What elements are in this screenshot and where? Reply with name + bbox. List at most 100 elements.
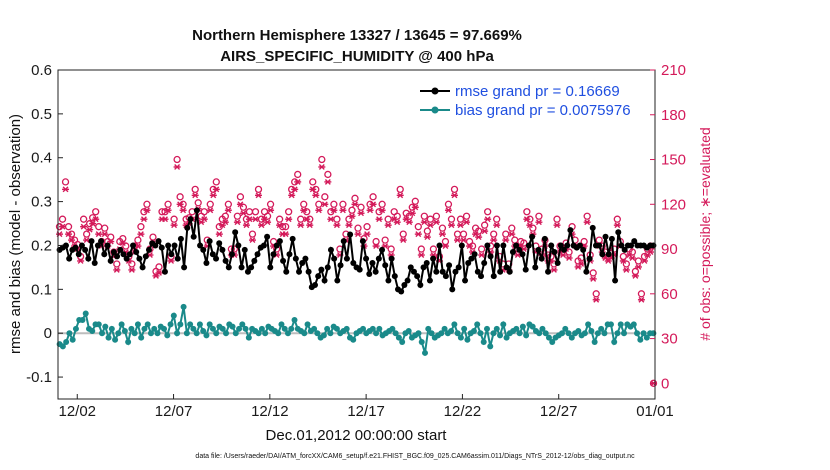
evaluated-obs-marker [164, 207, 172, 214]
possible-obs-marker [450, 185, 459, 194]
rmse-point [235, 242, 242, 249]
bias-point [223, 330, 230, 337]
possible-obs-marker [134, 236, 142, 244]
possible-obs-marker [339, 200, 347, 208]
bias-point [474, 321, 481, 328]
possible-obs-marker [107, 233, 115, 241]
bias-point [183, 330, 190, 337]
evaluated-star-d2 [472, 231, 479, 238]
possible-obs-marker [589, 269, 597, 277]
possible-obs-marker [417, 245, 425, 253]
possible-obs-marker [173, 155, 181, 164]
possible-obs-marker [236, 193, 245, 201]
evaluated-star-d2 [442, 243, 449, 250]
possible-obs-marker [640, 252, 649, 261]
bias-point [187, 321, 194, 328]
evaluated-obs-marker [318, 164, 326, 170]
x-tick-label: 12/27 [540, 403, 578, 420]
rmse-point [270, 251, 277, 258]
bias-point [232, 330, 239, 337]
bias-point [255, 330, 262, 337]
possible-obs-marker [414, 223, 422, 231]
possible-obs-marker [164, 200, 172, 208]
evaluated-obs-marker [221, 219, 229, 226]
evaluated-obs-marker [119, 240, 127, 247]
bias-point [190, 325, 197, 332]
x-axis-label: Dec.01,2012 00:00:00 start [266, 427, 448, 444]
evaluated-star-d2 [475, 234, 482, 241]
bias-point [82, 310, 89, 317]
bias-point [304, 321, 311, 328]
rmse-point [197, 242, 204, 249]
rmse-point [126, 251, 133, 258]
rmse-point [305, 268, 312, 275]
rmse-point [311, 281, 318, 288]
bias-point [138, 334, 145, 341]
evaluated-obs-marker [233, 219, 241, 226]
evaluated-star-d2 [285, 216, 292, 223]
bias-point [630, 321, 637, 328]
bias-point [131, 330, 138, 337]
evaluated-obs-marker [628, 255, 636, 261]
evaluated-obs-marker [267, 207, 275, 214]
evaluated-obs-marker [577, 261, 585, 267]
evaluated-obs-marker [393, 219, 401, 226]
bias-point [193, 330, 200, 337]
evaluated-star-d2 [306, 222, 313, 229]
bias-point [200, 328, 207, 335]
bias-point [239, 321, 246, 328]
evaluated-obs-marker [212, 186, 220, 193]
possible-obs-marker [119, 234, 127, 243]
rmse-point [187, 216, 194, 223]
evaluated-obs-marker [354, 231, 362, 238]
bias-point [598, 325, 605, 332]
evaluated-obs-marker [167, 258, 175, 264]
evaluated-obs-marker [251, 216, 259, 223]
possible-obs-marker [233, 212, 242, 220]
legend-bias-label: bias grand pr = 0.0075976 [455, 102, 631, 119]
bias-point [115, 330, 122, 337]
evaluated-star-d2 [137, 231, 144, 238]
evaluated-obs-marker [441, 243, 449, 250]
rmse-point [98, 238, 105, 245]
rmse-point [414, 273, 421, 280]
possible-obs-marker [176, 193, 184, 201]
evaluated-star-d2 [439, 231, 446, 238]
evaluated-obs-marker [95, 231, 103, 238]
rmse-point [110, 249, 117, 256]
bias-point [399, 338, 406, 345]
evaluated-obs-marker [315, 207, 323, 214]
bias-point [79, 317, 86, 324]
evaluated-star-d2 [192, 192, 199, 199]
rmse-point [161, 268, 168, 275]
bias-point [519, 323, 526, 330]
rmse-point [337, 262, 344, 269]
bias-point [640, 330, 647, 337]
rmse-point [471, 251, 478, 258]
rmse-point [232, 229, 239, 236]
evaluated-obs-marker [170, 222, 178, 229]
rmse-point [551, 249, 558, 256]
rmse-point [114, 253, 121, 260]
x-tick-label: 12/07 [155, 403, 193, 420]
y2-tick-label: 150 [661, 152, 686, 169]
rmse-point [171, 242, 178, 249]
evaluated-obs-marker [89, 220, 97, 227]
rmse-point [525, 242, 532, 249]
evaluated-obs-marker [297, 222, 305, 229]
bias-point [275, 330, 282, 337]
possible-obs-marker [375, 208, 383, 216]
evaluated-obs-marker [312, 192, 320, 199]
possible-obs-marker [637, 290, 646, 298]
axis-ticks: -0.1 0 0.1 0.2 0.3 0.4 0.5 0.6 0 30 60 90 120 150 180 2… [26, 62, 686, 420]
rmse-point [331, 255, 338, 262]
evaluated-star-d2 [125, 258, 132, 264]
possible-obs-marker [194, 199, 202, 207]
evaluated-obs-marker [255, 192, 263, 199]
evaluated-obs-marker [526, 222, 534, 229]
rmse-point [605, 251, 612, 258]
evaluated-obs-marker [631, 272, 639, 279]
bias-point [151, 325, 158, 332]
bias-point [483, 325, 490, 332]
evaluated-star-d2 [457, 222, 464, 229]
